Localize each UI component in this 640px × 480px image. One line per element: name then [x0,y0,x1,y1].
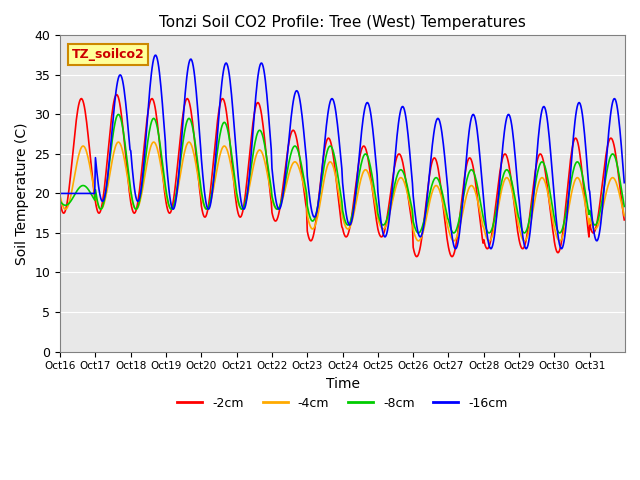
-8cm [276,203,284,208]
Line: -2cm: -2cm [60,95,624,257]
-16cm [276,205,284,211]
-8cm [227,145,235,151]
-16cm [152,52,159,58]
Title: Tonzi Soil CO2 Profile: Tree (West) Temperatures: Tonzi Soil CO2 Profile: Tree (West) Temp… [159,15,526,30]
-16cm [56,191,64,196]
-16cm [620,180,628,186]
-8cm [434,176,442,181]
X-axis label: Time: Time [326,377,360,391]
-4cm [401,182,409,188]
-2cm [276,204,284,210]
-4cm [620,213,628,218]
-4cm [115,139,122,145]
Y-axis label: Soil Temperature (C): Soil Temperature (C) [15,122,29,264]
-2cm [620,217,628,223]
-8cm [56,198,64,204]
-2cm [56,199,64,205]
-2cm [413,254,420,260]
Text: TZ_soilco2: TZ_soilco2 [72,48,144,61]
Line: -16cm: -16cm [60,55,624,249]
-4cm [56,193,64,199]
-2cm [255,100,262,106]
-4cm [124,172,131,178]
-16cm [433,117,440,122]
-2cm [124,168,131,174]
-2cm [401,173,409,179]
-2cm [434,162,442,168]
-4cm [415,238,422,244]
-16cm [255,68,262,74]
-16cm [401,110,409,116]
Line: -4cm: -4cm [60,142,624,241]
-8cm [124,158,131,164]
Line: -8cm: -8cm [60,114,624,233]
-2cm [113,92,120,97]
-2cm [227,149,235,155]
-4cm [434,183,442,189]
-4cm [255,147,262,153]
-8cm [115,111,122,117]
Legend: -2cm, -4cm, -8cm, -16cm: -2cm, -4cm, -8cm, -16cm [172,392,513,415]
-16cm [227,84,235,90]
-8cm [255,128,262,133]
-8cm [620,204,628,209]
-16cm [122,107,130,112]
-16cm [452,246,460,252]
-4cm [227,162,235,168]
-8cm [415,230,422,236]
-4cm [276,204,284,209]
-8cm [401,174,409,180]
